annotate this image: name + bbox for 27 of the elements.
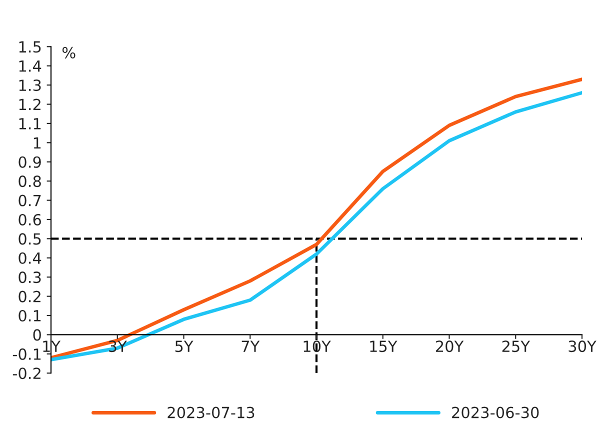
y-tick-label: 0.4 <box>18 252 42 264</box>
y-tick-label: 0.9 <box>18 156 41 168</box>
x-tick-label: 7Y <box>242 340 260 352</box>
x-tick-label: 25Y <box>502 340 530 352</box>
y-tick-label: 0.1 <box>18 310 41 322</box>
y-tick-label: 0.8 <box>18 176 41 188</box>
x-tick-label: 5Y <box>175 340 194 352</box>
y-tick-label: 1.4 <box>19 60 42 72</box>
y-tick-label: 0.3 <box>18 272 41 284</box>
y-tick-label: 0.7 <box>18 194 41 206</box>
y-axis-title: % <box>62 46 76 58</box>
legend-label: 2023-07-13 <box>168 406 254 418</box>
y-tick-label: 1.2 <box>19 98 40 110</box>
y-tick-label: 0 <box>33 329 41 341</box>
y-tick-label: 1.5 <box>19 41 41 53</box>
y-tick-label: -0.2 <box>12 368 40 380</box>
x-tick-label: 20Y <box>436 340 464 352</box>
y-tick-label: 0.5 <box>18 233 41 245</box>
legend-label: 2023-06-30 <box>452 406 539 418</box>
y-tick-label: 0.2 <box>18 290 40 302</box>
y-tick-label: -0.1 <box>12 348 41 360</box>
y-tick-label: 1.1 <box>19 118 41 130</box>
x-tick-label: 30Y <box>568 340 596 352</box>
y-tick-label: 0.6 <box>18 214 42 226</box>
x-tick-label: 15Y <box>370 340 398 352</box>
y-tick-label: 1.3 <box>19 80 41 92</box>
y-tick-label: 1 <box>34 137 41 148</box>
